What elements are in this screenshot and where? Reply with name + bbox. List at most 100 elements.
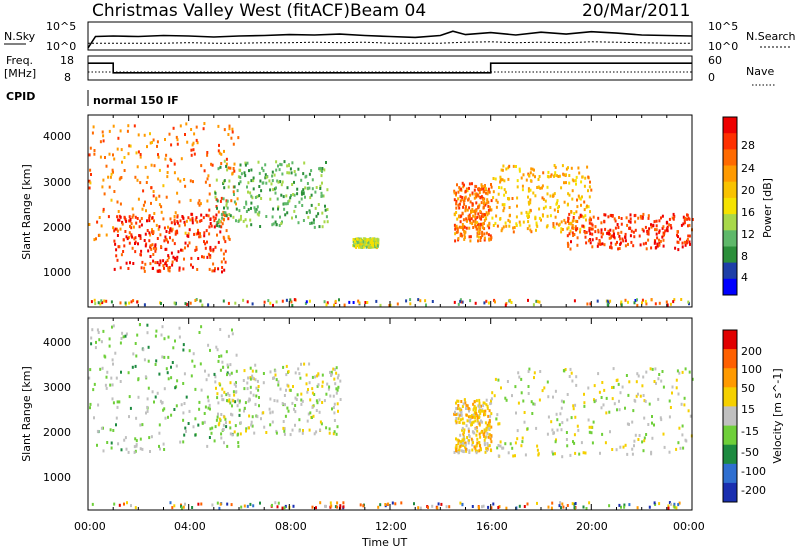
scatter-cell: [650, 246, 653, 250]
scatter-cell: [231, 328, 233, 332]
scatter-cell: [213, 269, 216, 273]
scatter-cell: [155, 359, 158, 363]
scatter-cell: [362, 245, 365, 249]
scatter-cell: [116, 229, 119, 233]
scatter-cell: [318, 167, 321, 171]
scatter-cell: [485, 211, 488, 215]
scatter-cell: [282, 426, 285, 430]
scatter-cell: [658, 242, 661, 245]
scatter-cell: [455, 449, 458, 453]
scatter-cell: [236, 197, 239, 201]
ground-scatter-cell: [562, 505, 565, 509]
scatter-cell: [528, 210, 531, 214]
scatter-cell: [684, 243, 687, 247]
scatter-cell: [110, 376, 113, 380]
scatter-cell: [568, 222, 571, 226]
scatter-cell: [584, 231, 587, 235]
scatter-cell: [217, 423, 220, 427]
scatter-cell: [214, 195, 217, 199]
scatter-cell: [571, 226, 574, 230]
scatter-cell: [324, 204, 326, 208]
scatter-cell: [578, 216, 581, 220]
scatter-cell: [130, 226, 133, 230]
scatter-cell: [536, 448, 539, 452]
scatter-cell: [197, 231, 200, 235]
scatter-cell: [248, 414, 251, 418]
scatter-cell: [455, 202, 458, 206]
scatter-cell: [146, 145, 148, 149]
ground-scatter-cell: [673, 298, 676, 302]
scatter-cell: [637, 392, 639, 396]
scatter-cell: [617, 231, 620, 235]
scatter-cell: [207, 406, 210, 410]
scatter-cell: [319, 187, 322, 190]
scatter-cell: [683, 403, 686, 407]
scatter-cell: [546, 214, 549, 218]
scatter-cell: [317, 212, 320, 216]
scatter-cell: [190, 212, 193, 216]
scatter-cell: [134, 449, 137, 453]
scatter-cell: [225, 199, 228, 203]
scatter-cell: [576, 236, 579, 240]
scatter-cell: [476, 215, 479, 219]
scatter-cell: [203, 412, 206, 415]
scatter-cell: [114, 351, 117, 355]
scatter-cell: [152, 190, 155, 193]
scatter-cell: [223, 149, 225, 153]
scatter-cell: [490, 397, 493, 401]
ground-scatter-cell: [573, 502, 576, 506]
scatter-cell: [521, 188, 524, 192]
scatter-cell: [589, 180, 591, 184]
scatter-cell: [686, 213, 688, 217]
scatter-cell: [483, 401, 486, 405]
scatter-cell: [467, 217, 470, 221]
ground-scatter-cell: [201, 303, 204, 307]
scatter-cell: [309, 196, 312, 200]
scatter-cell: [485, 449, 488, 453]
scatter-cell: [473, 196, 476, 200]
scatter-cell: [303, 362, 306, 366]
ground-scatter-cell: [538, 300, 541, 304]
ground-scatter-cell: [608, 504, 611, 508]
scatter-cell: [677, 392, 680, 396]
scatter-cell: [245, 200, 248, 204]
scatter-cell: [332, 406, 335, 409]
scatter-cell: [474, 449, 477, 453]
ground-scatter-cell: [211, 503, 214, 507]
scatter-cell: [126, 237, 129, 241]
power-ytick: 4000: [43, 130, 71, 143]
scatter-cell: [618, 247, 621, 250]
scatter-cell: [485, 191, 487, 195]
scatter-cell: [105, 386, 108, 390]
scatter-cell: [522, 173, 525, 177]
scatter-cell: [293, 180, 295, 184]
scatter-cell: [474, 409, 477, 413]
scatter-cell: [514, 385, 517, 389]
scatter-cell: [323, 399, 326, 403]
scatter-cell: [461, 426, 464, 430]
scatter-cell: [619, 445, 622, 449]
scatter-cell: [576, 424, 579, 428]
scatter-cell: [203, 420, 206, 424]
scatter-cell: [112, 124, 115, 128]
scatter-cell: [462, 450, 465, 454]
scatter-cell: [179, 124, 182, 128]
freq-unit-label: [MHz]: [4, 67, 36, 80]
scatter-cell: [211, 163, 214, 167]
scatter-cell: [120, 148, 123, 152]
scatter-cell: [89, 146, 92, 150]
scatter-cell: [204, 405, 207, 409]
scatter-cell: [231, 433, 234, 437]
scatter-cell: [666, 229, 669, 233]
scatter-cell: [99, 155, 102, 159]
scatter-cell: [164, 262, 167, 266]
scatter-cell: [223, 159, 226, 163]
scatter-cell: [142, 203, 145, 207]
scatter-cell: [167, 254, 170, 258]
scatter-cell: [461, 223, 464, 226]
scatter-cell: [473, 188, 476, 192]
scatter-cell: [374, 242, 377, 246]
ground-scatter-cell: [673, 502, 676, 506]
scatter-cell: [490, 185, 493, 189]
power-ylabel: Slant Range [km]: [20, 164, 33, 260]
